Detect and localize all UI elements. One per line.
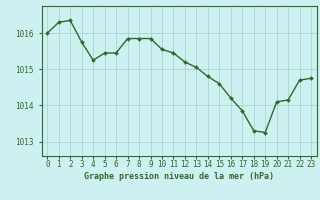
X-axis label: Graphe pression niveau de la mer (hPa): Graphe pression niveau de la mer (hPa)	[84, 172, 274, 181]
